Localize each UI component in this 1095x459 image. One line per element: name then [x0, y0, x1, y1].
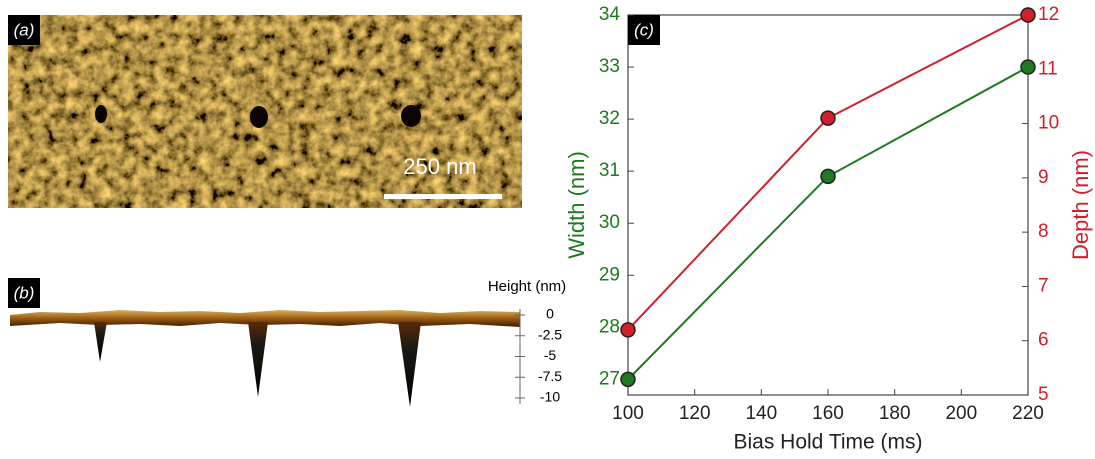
x-axis-title: Bias Hold Time (ms): [733, 431, 922, 454]
x-tick-label: 140: [745, 403, 777, 424]
y-axis-title: Width (nm): [564, 151, 589, 259]
point: [1020, 59, 1036, 75]
y-tick-label: 31: [599, 160, 620, 181]
panel-label-box: [8, 278, 40, 308]
y2-tick-label: 9: [1038, 167, 1049, 188]
panel-label-box: [8, 15, 40, 45]
x-tick-label: 100: [612, 403, 644, 424]
x-tick-label: 160: [812, 403, 844, 424]
y-tick-label: 28: [599, 316, 620, 337]
y-tick-label: 30: [599, 212, 620, 233]
panel-label: (a): [14, 20, 35, 39]
point: [820, 110, 836, 126]
tick-label: 0: [546, 306, 554, 322]
tick-label: -10: [540, 389, 560, 405]
point: [620, 371, 636, 388]
y2-tick-label: 6: [1038, 330, 1049, 351]
point: [620, 322, 636, 338]
panel-a: (a) 250 nm: [8, 15, 522, 208]
pit: [95, 105, 107, 123]
scale-bar: [384, 194, 502, 199]
height-ticks: 0 -2.5 -5 -7.5 -10: [515, 306, 562, 405]
panel-c: (c) Bias Hold Time (ms) Width (nm) Depth…: [564, 4, 1093, 454]
pit-profile: [398, 322, 421, 407]
y-tick-label: 32: [599, 108, 620, 129]
pit: [401, 105, 421, 127]
panel-label: (c): [634, 20, 654, 39]
y-tick-label: 33: [599, 56, 620, 77]
x-tick-label: 180: [879, 403, 911, 424]
x-tick-label: 120: [679, 403, 711, 424]
panel-label: (b): [14, 283, 35, 302]
y-tick-label: 34: [599, 4, 621, 25]
tick-label: -7.5: [538, 368, 562, 384]
scale-bar-label: 250 nm: [403, 154, 476, 179]
y2-tick-label: 11: [1038, 58, 1058, 79]
y2-tick-label: 10: [1038, 113, 1059, 134]
axis-title: Height (nm): [488, 278, 566, 295]
point: [1020, 7, 1036, 23]
y2-tick-label: 8: [1038, 221, 1049, 242]
pit-profile: [248, 322, 268, 397]
y-tick-label: 27: [599, 368, 620, 389]
x-tick-label: 200: [945, 403, 977, 424]
tick-label: -2.5: [538, 326, 562, 342]
tick-label: -5: [544, 347, 557, 363]
y2-axis-title: Depth (nm): [1068, 150, 1093, 260]
y2-tick-label: 7: [1038, 275, 1049, 296]
point: [820, 168, 836, 185]
y2-tick-label: 12: [1038, 4, 1059, 25]
pit-profile: [94, 322, 107, 362]
panel-label-box: [628, 15, 660, 45]
pit: [250, 106, 268, 128]
plot-frame: [627, 14, 1029, 396]
height-profile: [10, 310, 520, 327]
y-tick-label: 29: [599, 264, 620, 285]
x-tick-label: 220: [1012, 403, 1044, 424]
y2-tick-label: 5: [1038, 384, 1049, 405]
panel-b: (b) Height (nm) 0 -2.5 -5 -7.5 -10: [8, 278, 566, 407]
